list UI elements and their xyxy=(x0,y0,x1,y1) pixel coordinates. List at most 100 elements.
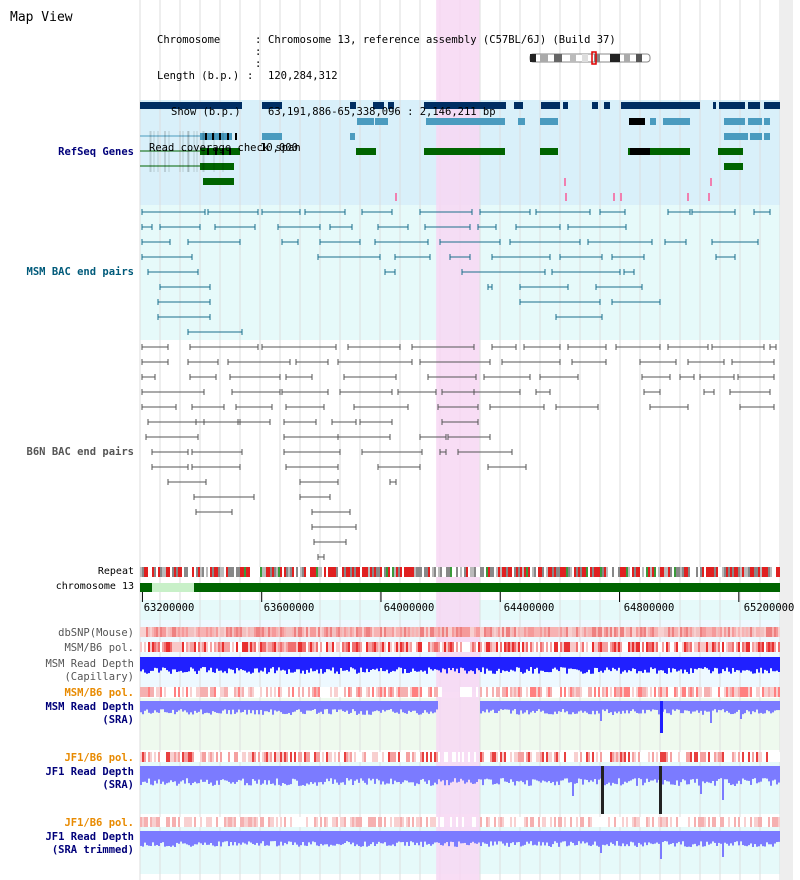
msm-b6-pol-heat xyxy=(224,642,226,652)
jf1-b6-pol-heat xyxy=(170,752,172,762)
msm-depth-sra-bar xyxy=(430,701,432,712)
jf1-b6-pol-heat xyxy=(528,752,530,762)
jf1-depth-sra-bar xyxy=(382,766,384,782)
dbsnp-heat xyxy=(720,627,722,637)
jf1-depth-trim-bar xyxy=(488,831,490,847)
jf1-depth-trim-bar xyxy=(218,831,220,842)
track-label-jf1-depth-trim[interactable]: JF1 Read Depth xyxy=(45,831,134,843)
msm-b6-pol-heat xyxy=(316,642,318,652)
dbsnp-heat xyxy=(216,627,218,637)
msm-b6-pol2-heat xyxy=(580,687,582,697)
track-label-jf1-b6-pol[interactable]: JF1/B6 pol. xyxy=(64,752,134,764)
msm-b6-pol2-heat xyxy=(522,687,524,697)
msm-b6-pol-heat xyxy=(600,642,602,652)
jf1-b6-pol2-heat xyxy=(620,817,622,827)
msm-b6-pol2-heat xyxy=(368,687,370,697)
track-label-msm-depth-capillary[interactable]: MSM Read Depth xyxy=(45,658,134,670)
dbsnp-heat xyxy=(306,627,308,637)
jf1-depth-trim-bar xyxy=(410,831,412,842)
msm-depth-capillary-bar xyxy=(446,657,448,674)
msm-depth-capillary-bar xyxy=(456,657,458,669)
track-label-jf1-b6-pol-2[interactable]: JF1/B6 pol. xyxy=(64,817,134,829)
msm-b6-pol2-heat xyxy=(718,687,720,697)
jf1-depth-sra-bar xyxy=(466,766,468,783)
msm-b6-pol2-heat xyxy=(642,687,644,697)
jf1-depth-sra-bar xyxy=(316,766,318,786)
dbsnp-heat xyxy=(404,627,406,637)
msm-b6-pol2-heat xyxy=(214,687,216,697)
msm-b6-pol-heat xyxy=(392,642,394,652)
jf1-depth-sra-bar xyxy=(226,766,228,781)
jf1-b6-pol2-heat xyxy=(522,817,524,827)
track-label-dbsnp[interactable]: dbSNP(Mouse) xyxy=(58,627,134,639)
msm-depth-sra-bar xyxy=(588,701,590,715)
jf1-b6-pol2-heat xyxy=(346,817,348,827)
repeat-mark xyxy=(460,567,462,577)
jf1-depth-trim-bar xyxy=(534,831,536,845)
jf1-depth-trim-bar xyxy=(174,831,176,847)
repeat-mark xyxy=(620,567,622,577)
jf1-depth-sra-bar xyxy=(634,766,636,779)
refseq-gene-row1-exon xyxy=(563,102,568,109)
jf1-b6-pol2-heat xyxy=(662,817,664,827)
dbsnp-heat xyxy=(426,627,428,637)
jf1-depth-sra-bar xyxy=(424,766,426,782)
msm-depth-capillary-bar xyxy=(424,657,426,671)
repeat-mark xyxy=(174,567,176,577)
msm-b6-pol-heat xyxy=(356,642,358,652)
track-label-jf1-depth-sra[interactable]: JF1 Read Depth xyxy=(45,766,134,778)
track-label-msm-bac[interactable]: MSM BAC end pairs xyxy=(26,266,134,278)
jf1-b6-pol2-heat xyxy=(704,817,706,827)
msm-depth-sra-bar xyxy=(318,701,320,713)
msm-depth-sra-bar xyxy=(256,701,258,711)
track-label-msm-depth-sra[interactable]: MSM Read Depth xyxy=(45,701,134,713)
dbsnp-heat xyxy=(436,627,438,637)
repeat-mark xyxy=(300,567,302,577)
msm-b6-pol-heat xyxy=(230,642,232,652)
msm-b6-pol2-heat xyxy=(434,687,436,697)
jf1-depth-sra-bar xyxy=(180,766,182,782)
dbsnp-heat xyxy=(520,627,522,637)
track-label-msm-b6-pol[interactable]: MSM/B6 pol. xyxy=(64,642,134,654)
msm-b6-pol-heat xyxy=(154,642,156,652)
msm-b6-pol-heat xyxy=(476,642,478,652)
jf1-b6-pol-heat xyxy=(698,752,700,762)
msm-depth-sra-bar xyxy=(768,701,770,712)
jf1-b6-pol2-heat xyxy=(440,817,442,827)
msm-b6-pol2-heat xyxy=(762,687,764,697)
msm-b6-pol-heat xyxy=(630,642,632,652)
jf1-depth-trim-bar xyxy=(228,831,230,847)
jf1-depth-trim-bar xyxy=(584,831,586,844)
jf1-b6-pol2-heat xyxy=(622,817,624,827)
msm-depth-capillary-bar xyxy=(338,657,340,674)
dbsnp-heat xyxy=(242,627,244,637)
jf1-b6-pol2-heat xyxy=(322,817,324,827)
jf1-b6-pol2-heat xyxy=(162,817,164,827)
repeat-mark xyxy=(452,567,454,577)
chromosome-gap xyxy=(152,583,194,592)
msm-b6-pol-heat xyxy=(420,642,422,652)
jf1-depth-sra-bar xyxy=(380,766,382,785)
jf1-depth-sra-bar xyxy=(656,766,658,783)
jf1-b6-pol-heat xyxy=(252,752,254,762)
msm-depth-sra-bar xyxy=(304,701,306,715)
msm-depth-capillary-bar xyxy=(196,657,198,674)
msm-b6-pol2-heat xyxy=(432,687,434,697)
msm-depth-capillary-bar xyxy=(742,657,744,671)
jf1-depth-trim-bar xyxy=(232,831,234,846)
track-label-b6n-bac[interactable]: B6N BAC end pairs xyxy=(26,446,134,458)
track-label-refseq[interactable]: RefSeq Genes xyxy=(58,146,134,158)
msm-depth-capillary-bar xyxy=(350,657,352,668)
msm-depth-sra-bar xyxy=(708,701,710,712)
track-label-msm-b6-pol-2[interactable]: MSM/B6 pol. xyxy=(64,687,134,699)
repeat-mark xyxy=(548,567,550,577)
msm-depth-capillary-bar xyxy=(678,657,680,671)
repeat-mark xyxy=(702,567,704,577)
jf1-b6-pol-heat xyxy=(522,752,524,762)
jf1-depth-sra-bar xyxy=(546,766,548,783)
msm-b6-pol2-heat xyxy=(156,687,158,697)
msm-b6-pol2-heat xyxy=(266,687,268,697)
repeat-mark xyxy=(158,567,160,577)
msm-b6-pol-heat xyxy=(434,642,436,652)
